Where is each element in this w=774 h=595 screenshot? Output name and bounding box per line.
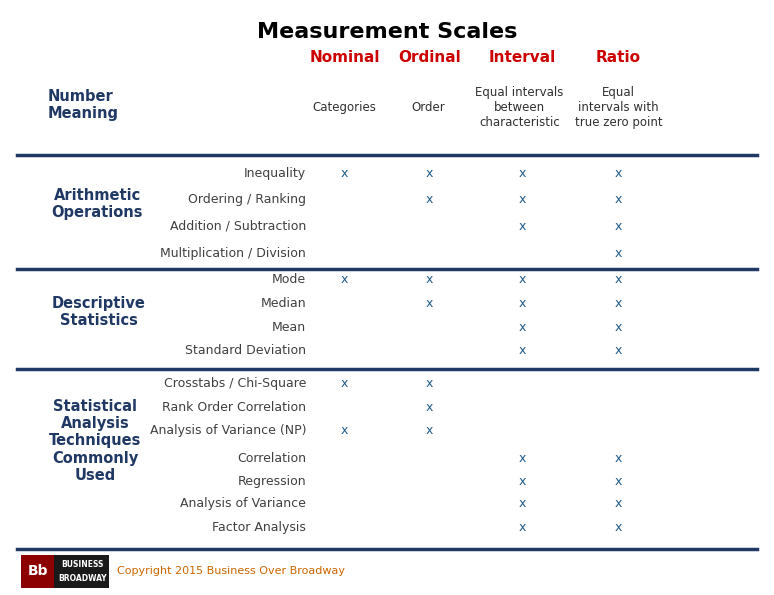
Text: x: x [426, 377, 433, 390]
Text: x: x [519, 521, 526, 534]
Text: x: x [426, 193, 433, 206]
Text: BROADWAY: BROADWAY [59, 574, 107, 583]
Text: Median: Median [260, 297, 306, 310]
Text: Crosstabs / Chi-Square: Crosstabs / Chi-Square [163, 377, 306, 390]
Text: x: x [426, 273, 433, 286]
Text: Standard Deviation: Standard Deviation [185, 345, 306, 358]
Text: Number
Meaning: Number Meaning [48, 89, 118, 121]
Text: x: x [426, 424, 433, 437]
Text: x: x [615, 273, 622, 286]
Text: x: x [615, 246, 622, 259]
Text: Arithmetic
Operations: Arithmetic Operations [52, 188, 143, 220]
Text: x: x [615, 452, 622, 465]
Text: Statistical
Analysis
Techniques
Commonly
Used: Statistical Analysis Techniques Commonly… [50, 399, 142, 483]
Text: x: x [426, 297, 433, 310]
Bar [54, 555, 109, 588]
Text: Categories: Categories [313, 102, 376, 114]
Text: Nominal: Nominal [310, 50, 380, 65]
Text: x: x [426, 400, 433, 414]
Bar [21, 555, 109, 588]
Text: x: x [615, 167, 622, 180]
Text: x: x [519, 167, 526, 180]
Text: Regression: Regression [238, 475, 306, 487]
Text: Copyright 2015 Business Over Broadway: Copyright 2015 Business Over Broadway [117, 566, 345, 577]
Text: x: x [615, 297, 622, 310]
Text: x: x [615, 475, 622, 487]
Text: x: x [615, 497, 622, 510]
Text: Factor Analysis: Factor Analysis [212, 521, 306, 534]
Text: Addition / Subtraction: Addition / Subtraction [170, 220, 306, 233]
Text: Analysis of Variance: Analysis of Variance [180, 497, 306, 510]
Text: Order: Order [411, 102, 445, 114]
Text: Ordinal: Ordinal [398, 50, 461, 65]
Text: Analysis of Variance (NP): Analysis of Variance (NP) [149, 424, 306, 437]
Text: x: x [519, 345, 526, 358]
Text: x: x [615, 321, 622, 334]
Text: Mean: Mean [272, 321, 306, 334]
Text: x: x [341, 424, 348, 437]
Text: x: x [341, 167, 348, 180]
Text: x: x [615, 220, 622, 233]
Text: x: x [519, 273, 526, 286]
Text: x: x [615, 521, 622, 534]
Text: Descriptive
Statistics: Descriptive Statistics [52, 296, 146, 328]
Text: Ratio: Ratio [596, 50, 641, 65]
Text: x: x [519, 452, 526, 465]
Text: Correlation: Correlation [237, 452, 306, 465]
Text: Ordering / Ranking: Ordering / Ranking [188, 193, 306, 206]
Text: x: x [341, 377, 348, 390]
Text: x: x [615, 345, 622, 358]
Text: x: x [519, 193, 526, 206]
Text: Bb: Bb [27, 565, 48, 578]
Text: x: x [519, 497, 526, 510]
Text: Mode: Mode [272, 273, 306, 286]
Text: x: x [519, 321, 526, 334]
Text: Multiplication / Division: Multiplication / Division [160, 246, 306, 259]
Text: x: x [426, 167, 433, 180]
Text: x: x [519, 220, 526, 233]
Text: x: x [519, 475, 526, 487]
Text: x: x [341, 273, 348, 286]
Text: Equal
intervals with
true zero point: Equal intervals with true zero point [574, 86, 663, 130]
Text: Measurement Scales: Measurement Scales [257, 22, 517, 42]
Text: Inequality: Inequality [244, 167, 306, 180]
Text: x: x [519, 297, 526, 310]
Text: x: x [615, 193, 622, 206]
Text: Equal intervals
between
characteristic: Equal intervals between characteristic [475, 86, 563, 130]
Text: Rank Order Correlation: Rank Order Correlation [162, 400, 306, 414]
Text: BUSINESS: BUSINESS [62, 560, 104, 569]
Text: Interval: Interval [488, 50, 556, 65]
